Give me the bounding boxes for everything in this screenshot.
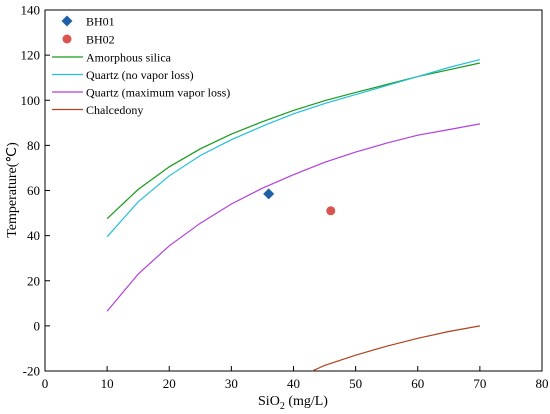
curve-line-2	[106, 123, 481, 312]
y-tick-label: 100	[21, 93, 41, 108]
legend-label: Quartz (no vapor loss)	[86, 68, 194, 82]
x-tick-label: 50	[349, 376, 362, 391]
x-tick-label: 70	[473, 376, 486, 391]
x-tick-label: 10	[101, 376, 114, 391]
y-tick-label: 80	[27, 138, 40, 153]
legend-label: BH01	[86, 15, 115, 29]
y-tick-label: 140	[21, 3, 41, 18]
legend: BH01 BH02 Amorphous silica Quartz (no vapor…	[52, 15, 230, 117]
x-tick-label: 60	[411, 376, 424, 391]
legend-label: BH02	[86, 33, 115, 47]
curve-line-1	[106, 59, 481, 238]
x-axis-title: SiO2 (mg/L)	[258, 394, 328, 412]
x-tick-label: 20	[163, 376, 176, 391]
x-tick-label: 30	[225, 376, 238, 391]
y-tick-label: 40	[27, 228, 40, 243]
curve-line-3	[311, 325, 481, 372]
y-tick-label: 0	[34, 318, 41, 333]
y-axis-title: Temperature(℃)	[5, 142, 20, 238]
y-tick-label: 120	[21, 48, 41, 63]
series-layer	[106, 59, 481, 372]
data-point-0	[263, 188, 275, 200]
y-tick-label: 20	[27, 273, 40, 288]
x-tick-label: 0	[42, 376, 49, 391]
legend-marker-1	[62, 34, 72, 44]
legend-label: Amorphous silica	[86, 51, 172, 65]
y-tick-label: 60	[27, 183, 40, 198]
data-point-1	[326, 206, 336, 216]
x-tick-label: 80	[536, 376, 549, 391]
legend-label: Chalcedony	[86, 103, 143, 117]
legend-label: Quartz (maximum vapor loss)	[86, 86, 230, 100]
x-tick-label: 40	[287, 376, 300, 391]
legend-marker-0	[61, 15, 73, 27]
y-tick-label: -20	[23, 364, 40, 379]
